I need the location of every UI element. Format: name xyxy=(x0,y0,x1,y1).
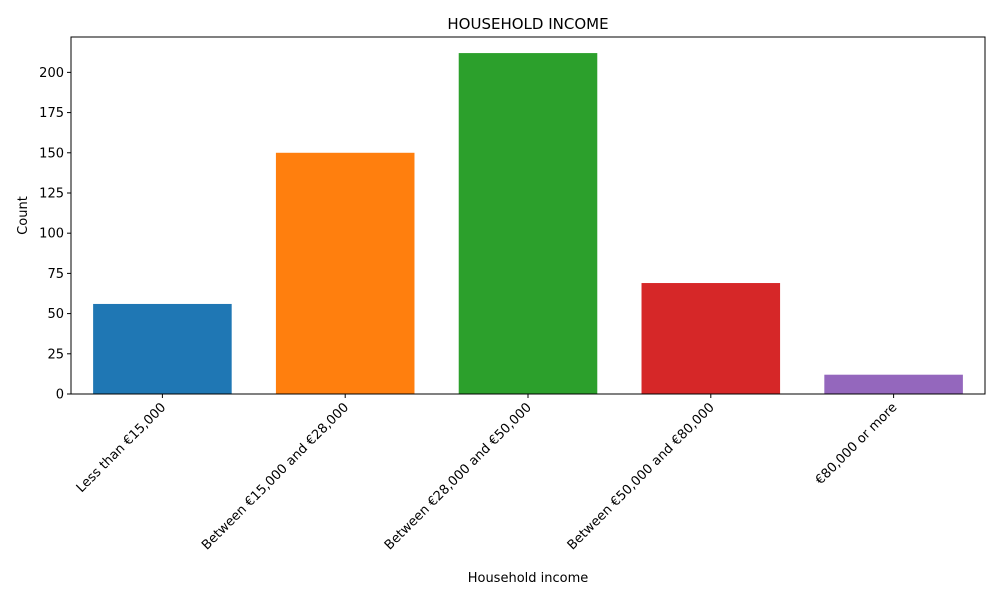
y-tick-label: 50 xyxy=(47,307,64,322)
y-tick-label: 150 xyxy=(39,146,64,161)
bar-4 xyxy=(641,283,781,394)
y-tick-label: 25 xyxy=(47,347,64,362)
y-axis-ticks: 0 25 50 75 100 125 150 175 200 xyxy=(39,66,71,403)
bars-layer xyxy=(93,53,963,394)
x-axis-label: Household income xyxy=(468,571,589,586)
bar-1 xyxy=(93,303,232,394)
bar-2 xyxy=(275,152,415,394)
y-tick-label: 0 xyxy=(56,388,64,403)
chart-title: HOUSEHOLD INCOME xyxy=(447,15,608,33)
y-tick-label: 100 xyxy=(39,227,64,242)
y-tick-label: 200 xyxy=(39,66,64,81)
bar-3 xyxy=(458,53,598,394)
y-axis-label: Count xyxy=(16,196,31,235)
bar-5 xyxy=(824,374,963,394)
y-tick-label: 75 xyxy=(47,267,64,282)
y-tick-label: 125 xyxy=(39,186,64,201)
y-tick-label: 175 xyxy=(39,106,64,121)
